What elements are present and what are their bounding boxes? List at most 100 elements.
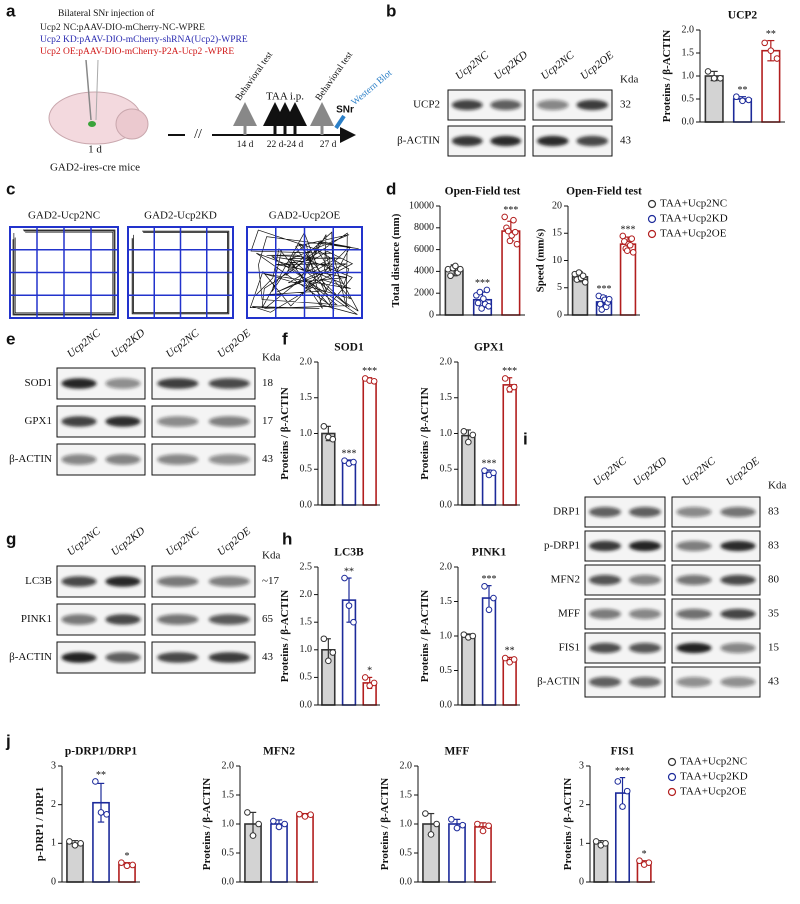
- data-point: [301, 813, 309, 820]
- y-axis-label: Proteins / β-ACTIN: [562, 778, 574, 870]
- construct: Ucp2 KD:pAAV-DIO-mCherry-shRNA(Ucp2)-WPR…: [40, 34, 248, 45]
- data-point: [773, 55, 781, 62]
- data-point: [623, 787, 631, 795]
- bar: [502, 659, 517, 706]
- data-point: [592, 838, 600, 845]
- data-point: [623, 247, 631, 254]
- blot-row-label: PINK1: [21, 613, 52, 625]
- blot-band: [208, 378, 250, 389]
- data-point: [92, 778, 99, 785]
- chart-title: FIS1: [611, 746, 635, 758]
- y-tick-label: 2.0: [300, 356, 313, 367]
- y-axis-label: Proteins / β-ACTIN: [379, 778, 391, 870]
- blot-band: [451, 99, 483, 111]
- lane-header: Ucp2NC: [65, 525, 103, 559]
- y-axis-label: Proteins / β-ACTIN: [279, 590, 291, 682]
- chart-title: p-DRP1/DRP1: [65, 746, 137, 758]
- data-point: [704, 68, 712, 75]
- chart-title: PINK1: [472, 547, 507, 559]
- event: Behavioral test: [314, 50, 355, 103]
- data-point: [329, 649, 337, 656]
- bar: [461, 635, 476, 706]
- blot-band: [157, 378, 199, 389]
- y-tick-label: 0.0: [300, 699, 313, 710]
- lane-header: Ucp2KD: [109, 327, 147, 361]
- cerebellum: [115, 108, 149, 140]
- lane-header: Ucp2NC: [164, 327, 202, 361]
- data-point: [481, 583, 488, 590]
- panel-label: g: [6, 529, 16, 548]
- blot-band: [536, 99, 569, 111]
- y-tick-label: 1.5: [440, 392, 453, 403]
- y-tick-label: 0.5: [682, 93, 695, 104]
- y-tick-label: 0.0: [440, 699, 453, 710]
- panel-label: b: [386, 1, 396, 20]
- day: 22 d-24 d: [267, 140, 304, 150]
- significance: *: [367, 666, 372, 677]
- lane-header: Ucp2KD: [631, 455, 669, 489]
- bar: [341, 461, 357, 506]
- panel-label: j: [5, 731, 11, 750]
- data-point: [460, 428, 468, 435]
- blot-band: [629, 540, 661, 552]
- blot-kda: ~17: [262, 575, 279, 587]
- blot-band: [61, 454, 97, 465]
- data-point: [350, 618, 357, 626]
- significance: ***: [502, 366, 517, 377]
- y-tick-label: 4000: [414, 266, 434, 277]
- data-point: [341, 457, 348, 464]
- significance: ***: [503, 205, 518, 216]
- data-point: [325, 657, 332, 665]
- blot-band: [490, 99, 522, 111]
- y-tick-label: 20: [552, 200, 562, 211]
- y-tick-label: 2.0: [222, 760, 235, 771]
- y-tick-label: 2.0: [400, 760, 413, 771]
- data-point: [629, 249, 637, 256]
- y-tick-label: 0.0: [222, 876, 235, 887]
- blot-row-label: β-ACTIN: [9, 453, 52, 465]
- blot-band: [629, 574, 661, 586]
- bar: [593, 842, 609, 883]
- event: TAA i.p.: [266, 91, 304, 103]
- data-point: [480, 295, 487, 302]
- data-point: [457, 265, 464, 273]
- legend-label: TAA+Ucp2OE: [680, 786, 747, 798]
- data-point: [66, 838, 73, 845]
- blot-band: [720, 676, 756, 688]
- data-point: [249, 832, 257, 839]
- data-point: [605, 295, 613, 303]
- y-tick-label: 15: [552, 228, 562, 239]
- blot-band: [157, 416, 199, 427]
- data-point: [761, 39, 768, 47]
- data-point: [422, 810, 429, 817]
- data-point: [636, 857, 643, 865]
- data-point: [579, 272, 587, 280]
- y-tick-label: 2: [579, 799, 584, 810]
- lane-header: Ucp2NC: [453, 49, 491, 83]
- blot-band: [451, 135, 483, 147]
- data-point: [77, 840, 84, 847]
- panel-label: i: [523, 429, 528, 448]
- data-point: [270, 817, 277, 825]
- track-title: GAD2-Ucp2KD: [144, 210, 217, 222]
- lane-header: Ucp2NC: [539, 49, 577, 83]
- significance: ***: [342, 448, 357, 459]
- data-point: [490, 469, 497, 477]
- lane-header: Ucp2OE: [215, 525, 253, 558]
- data-point: [427, 831, 435, 838]
- y-tick-label: 2.0: [300, 589, 313, 600]
- lane-header: Ucp2KD: [492, 49, 530, 83]
- blot-band: [720, 540, 756, 552]
- blot-row-label: UCP2: [413, 99, 440, 111]
- blot-band: [720, 506, 756, 518]
- bar: [448, 823, 466, 883]
- data-point: [448, 816, 455, 823]
- blot-band: [208, 416, 250, 427]
- data-point: [320, 423, 328, 430]
- lane-header: Ucp2OE: [724, 455, 762, 488]
- data-point: [474, 299, 482, 307]
- data-point: [501, 654, 509, 662]
- y-tick-label: 1.5: [682, 47, 695, 58]
- data-point: [370, 378, 378, 385]
